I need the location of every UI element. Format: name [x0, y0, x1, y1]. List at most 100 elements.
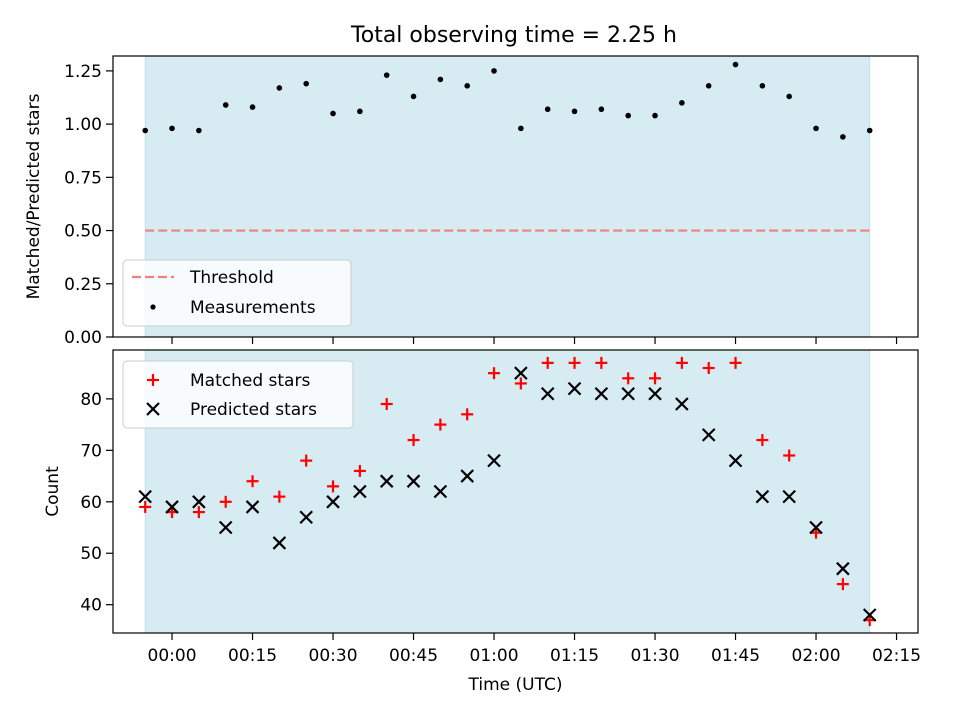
- matched-star-point: [300, 454, 313, 467]
- matched-star-point: [541, 356, 554, 369]
- predicted-star-point: [862, 608, 877, 622]
- measurement-point: [866, 127, 873, 134]
- matched-star-point: [568, 356, 581, 369]
- predicted-star-point: [165, 500, 179, 514]
- x-tick-label: 02:15: [872, 646, 921, 666]
- bottom-y-tick-label: 60: [80, 493, 102, 513]
- legend-matched-label: Matched stars: [190, 371, 310, 391]
- top-legend-box: [122, 259, 352, 327]
- measurement-point: [813, 125, 819, 132]
- top-y-axis: 0.00 0.25 0.50 0.75 1.00 1.25: [64, 62, 113, 348]
- measurement-point: [357, 108, 363, 115]
- matched-star-point: [353, 464, 366, 477]
- predicted-star-point: [138, 489, 152, 504]
- bottom-y-tick-label: 70: [80, 441, 102, 461]
- measurement-point: [383, 72, 390, 78]
- top-x-axis: [171, 337, 898, 344]
- measurement-point: [169, 125, 175, 132]
- matched-star-point: [461, 408, 474, 421]
- matched-star-point: [192, 506, 205, 519]
- top-y-tick-label: 0.25: [64, 275, 102, 295]
- bottom-y-axis-label: Count: [43, 466, 63, 517]
- measurement-point: [732, 61, 739, 68]
- matched-star-point: [380, 398, 393, 411]
- predicted-star-point: [675, 397, 689, 411]
- predicted-star-point: [701, 428, 716, 442]
- matched-star-point: [273, 490, 286, 503]
- matched-star-point: [675, 356, 688, 369]
- matched-star-point: [434, 418, 447, 431]
- predicted-star-point: [379, 474, 394, 488]
- matched-star-point: [702, 362, 715, 375]
- chart-title: Total observing time = 2.25 h: [350, 23, 677, 48]
- matched-star-point: [756, 434, 769, 447]
- legend-measurements-label: Measurements: [190, 298, 316, 318]
- bottom-panel: 40 50 60 70 80 00:00 00:15 00:30 00:45 01:00 01:1…: [43, 349, 921, 695]
- predicted-star-point: [782, 489, 796, 504]
- matched-star-point: [219, 495, 232, 508]
- top-axes-frame: [112, 55, 919, 338]
- top-y-tick-label: 1.25: [64, 62, 102, 82]
- predicted-star-point: [809, 520, 823, 535]
- measurement-point: [679, 100, 685, 106]
- bottom-legend-box: [122, 360, 354, 429]
- x-tick-label: 00:30: [309, 646, 358, 666]
- measurement-point: [705, 83, 712, 89]
- matched-star-point: [327, 480, 340, 493]
- measurement-point: [464, 83, 471, 89]
- predicted-star-point: [218, 520, 233, 535]
- matched-star-point: [246, 475, 259, 488]
- predicted-star-point: [514, 366, 528, 380]
- x-axis-label: Time (UTC): [468, 675, 563, 695]
- top-y-tick-label: 0.75: [64, 168, 102, 188]
- predicted-star-point: [192, 495, 206, 509]
- predicted-star-point: [460, 469, 474, 483]
- top-y-tick-label: 0.50: [64, 222, 102, 242]
- matched-star-point: [622, 372, 635, 385]
- matched-star-point: [783, 449, 796, 462]
- measurement-point: [276, 85, 283, 91]
- predicted-star-point: [299, 510, 313, 525]
- predicted-star-point: [540, 386, 555, 401]
- measurement-point: [652, 112, 658, 119]
- bottom-y-tick-label: 40: [80, 596, 102, 616]
- measurement-point: [410, 93, 417, 100]
- measurement-point: [759, 83, 766, 89]
- measurement-point: [330, 110, 336, 117]
- bottom-axes-frame: [112, 349, 919, 634]
- measurement-point: [142, 127, 148, 134]
- predicted-star-point: [406, 474, 421, 488]
- measurement-point: [544, 106, 551, 113]
- predicted-star-point: [567, 381, 582, 396]
- bottom-legend: Matched stars Predicted stars: [122, 360, 354, 429]
- predicted-star-point: [433, 484, 448, 499]
- measurement-point: [518, 125, 524, 132]
- predicted-star-point: [594, 386, 609, 401]
- legend-measurements-swatch: [150, 304, 156, 310]
- legend-predicted-swatch: [146, 402, 160, 416]
- predicted-star-point: [353, 484, 367, 499]
- measurement-point: [249, 104, 256, 110]
- bottom-x-axis: 00:00 00:15 00:30 00:45 01:00 01:15 01:30 01:45…: [148, 633, 921, 666]
- predicted-star-point: [621, 386, 635, 401]
- measurement-point: [786, 93, 792, 100]
- predicted-star-point: [648, 386, 662, 401]
- legend-matched-swatch: [147, 374, 159, 386]
- x-tick-label: 01:00: [470, 646, 519, 666]
- measurement-point: [437, 76, 444, 83]
- matched-star-point: [595, 356, 608, 369]
- bottom-y-axis: 40 50 60 70 80: [80, 390, 113, 616]
- measurements-points: [142, 61, 873, 140]
- top-legend: Threshold Measurements: [122, 259, 352, 327]
- matched-star-point: [407, 434, 420, 447]
- predicted-star-point: [755, 489, 770, 504]
- x-tick-label: 00:00: [148, 646, 197, 666]
- x-tick-label: 00:15: [228, 646, 277, 666]
- matched-stars-points: [139, 356, 876, 627]
- measurement-point: [571, 108, 578, 115]
- matched-star-point: [488, 367, 501, 380]
- predicted-star-point: [836, 561, 850, 576]
- x-tick-label: 02:00: [792, 646, 841, 666]
- predicted-star-point: [728, 453, 743, 468]
